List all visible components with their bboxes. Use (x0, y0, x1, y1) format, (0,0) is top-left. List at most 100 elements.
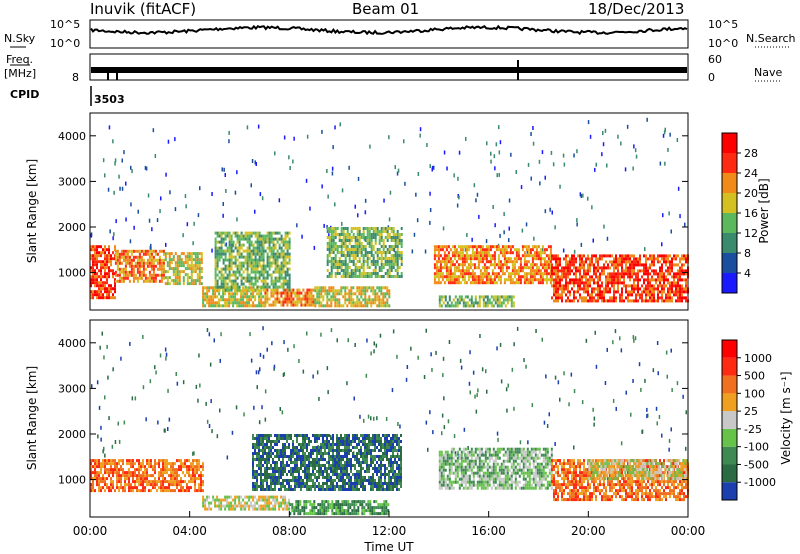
echo-cell (639, 278, 641, 282)
echo-cell (152, 273, 155, 277)
echo-cell (380, 233, 383, 236)
echo-cell (256, 243, 259, 247)
echo-cell (356, 251, 359, 254)
echo-cell (441, 245, 444, 249)
echo-cell (485, 266, 488, 270)
echo-cell (448, 304, 451, 308)
echo-cell (116, 468, 118, 472)
echo-cell (258, 301, 261, 305)
echo-cell (441, 257, 444, 261)
echo-cell (529, 275, 532, 279)
echo-cell (382, 248, 385, 251)
scatter-echo (228, 139, 230, 144)
scatter-echo (145, 417, 147, 422)
echo-cell (126, 261, 129, 265)
echo-cell (248, 298, 251, 302)
echo-cell (374, 289, 377, 293)
echo-cell (258, 298, 261, 302)
echo-cell (541, 275, 544, 279)
echo-cell (617, 287, 619, 291)
echo-cell (266, 258, 269, 262)
echo-cell (477, 245, 480, 249)
scatter-echo (318, 396, 320, 401)
scatter-echo (396, 171, 399, 176)
scatter-echo (98, 405, 101, 410)
echo-cell (344, 239, 347, 242)
echo-cell (90, 474, 92, 478)
echo-cell (476, 301, 479, 305)
echo-cell (332, 236, 335, 239)
echo-cell (569, 269, 571, 273)
echo-cell (134, 486, 136, 490)
echo-cell (585, 287, 587, 291)
echo-cell (166, 459, 168, 463)
echo-cell (368, 298, 371, 302)
echo-cell (583, 263, 585, 267)
echo-cell (188, 258, 191, 262)
echo-cell (184, 258, 187, 262)
echo-cell (200, 261, 203, 265)
echo-cell (110, 263, 112, 267)
echo-cell (667, 296, 669, 300)
echo-cell (252, 246, 255, 250)
echo-cell (118, 489, 120, 493)
echo-cell (132, 489, 134, 493)
echo-cell (272, 285, 275, 289)
scatter-echo (458, 195, 460, 200)
echo-cell (386, 230, 389, 233)
echo-cell (483, 254, 486, 258)
echo-cell (499, 269, 502, 273)
echo-cell (264, 495, 267, 499)
echo-cell (685, 278, 687, 282)
echo-cell (214, 279, 217, 283)
echo-cell (120, 261, 123, 265)
echo-cell (206, 286, 209, 290)
echo-cell (605, 287, 607, 291)
echo-cell (250, 295, 253, 299)
echo-cell (228, 249, 231, 253)
echo-cell (330, 269, 333, 272)
scatter-echo (469, 390, 471, 395)
echo-cell (573, 278, 575, 282)
echo-cell (100, 480, 102, 484)
echo-cell (138, 261, 141, 265)
echo-cell (593, 272, 595, 276)
echo-cell (673, 290, 675, 294)
echo-cell (613, 257, 615, 261)
echo-cell (216, 304, 219, 308)
echo-cell (104, 281, 106, 285)
scatter-echo (661, 242, 663, 247)
echo-cell (599, 254, 601, 258)
scatter-echo (108, 125, 111, 130)
echo-cell (110, 284, 112, 288)
echo-cell (350, 251, 353, 254)
echo-cell (234, 298, 237, 302)
echo-cell (685, 272, 687, 276)
echo-cell (465, 248, 468, 252)
echo-cell (224, 264, 227, 268)
echo-cell (368, 257, 371, 260)
echo-cell (278, 440, 280, 443)
echo-cell (234, 270, 237, 274)
echo-cell (164, 480, 166, 484)
echo-cell (471, 254, 474, 258)
echo-cell (128, 279, 131, 283)
echo-cell (280, 240, 283, 244)
echo-cell (266, 240, 269, 244)
echo-cell (248, 246, 251, 250)
echo-cell (541, 281, 544, 285)
echo-cell (561, 272, 563, 276)
echo-cell (477, 254, 480, 258)
echo-cell (627, 290, 629, 294)
echo-cell (272, 461, 274, 464)
scatter-echo (175, 372, 177, 376)
echo-cell (208, 286, 211, 290)
echo-cell (94, 471, 96, 475)
echo-cell (256, 437, 258, 440)
echo-cell (629, 269, 631, 273)
echo-cell (384, 304, 387, 308)
echo-cell (633, 284, 635, 288)
echo-cell (400, 260, 403, 263)
echo-cell (230, 246, 233, 250)
echo-cell (228, 495, 231, 499)
